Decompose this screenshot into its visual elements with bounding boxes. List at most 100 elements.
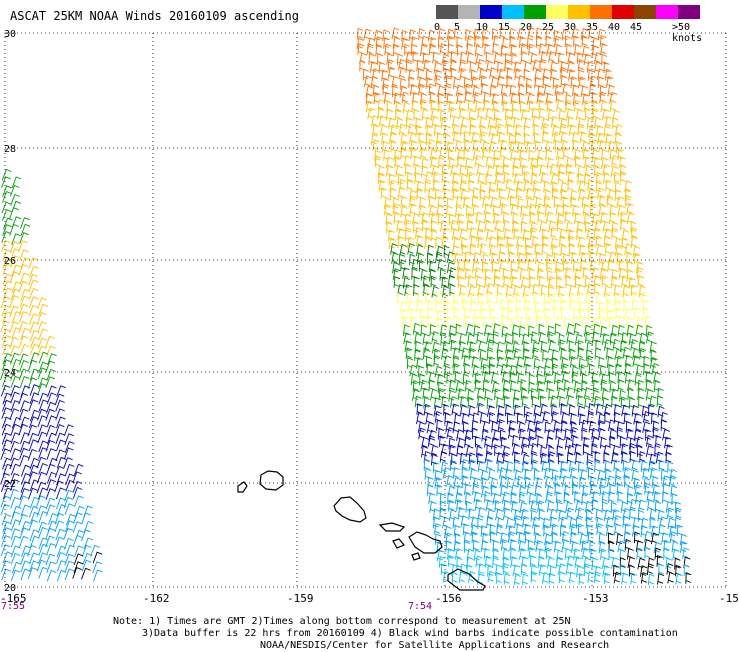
wind-barb xyxy=(628,397,636,409)
wind-barb xyxy=(468,570,476,583)
lon-label: -159 xyxy=(287,592,314,605)
wind-barb xyxy=(0,495,11,508)
wind-barb xyxy=(484,555,492,568)
wind-barb xyxy=(546,500,555,513)
wind-barb xyxy=(457,437,465,450)
wind-barb xyxy=(523,133,531,146)
molokai-island xyxy=(378,522,406,532)
wind-barb xyxy=(416,252,425,265)
wind-barb xyxy=(617,324,625,337)
wind-barb xyxy=(486,508,495,521)
wind-barb xyxy=(477,58,485,71)
wind-barb xyxy=(561,475,570,488)
wind-barb xyxy=(425,124,433,137)
wind-barb xyxy=(509,27,516,40)
wind-barb xyxy=(420,98,428,111)
wind-barb xyxy=(55,487,66,500)
wind-barb xyxy=(675,572,683,585)
wind-barb xyxy=(10,391,20,404)
wind-barb xyxy=(637,275,645,288)
wind-barb xyxy=(427,29,436,42)
wind-barb xyxy=(65,473,75,486)
wind-barb xyxy=(54,536,65,549)
wind-barb xyxy=(0,448,11,461)
wind-barb xyxy=(18,392,28,405)
wind-barb xyxy=(54,465,65,478)
wind-barb xyxy=(439,507,446,520)
wind-barb xyxy=(503,228,511,241)
wind-barb xyxy=(551,532,558,545)
wind-barb xyxy=(481,147,490,160)
wind-barb xyxy=(556,156,564,169)
wind-barb xyxy=(463,139,471,152)
wind-barb xyxy=(46,479,56,491)
wind-barb xyxy=(591,427,599,440)
lat-label: 28 xyxy=(4,144,16,155)
wind-barb xyxy=(1,305,11,317)
wind-barb xyxy=(523,291,532,304)
wind-barb xyxy=(430,444,439,457)
wind-barb xyxy=(440,220,448,232)
wind-barb xyxy=(572,308,581,320)
wind-barb xyxy=(545,436,554,448)
wind-barb xyxy=(589,205,596,217)
wind-barb xyxy=(81,559,92,572)
wind-barb xyxy=(536,267,544,280)
wind-barb xyxy=(454,492,463,504)
wind-barb xyxy=(604,115,613,128)
wind-barb xyxy=(594,219,603,232)
wind-barb xyxy=(72,521,83,534)
wind-barb xyxy=(621,572,629,585)
wind-barb xyxy=(603,285,612,298)
wind-barb xyxy=(502,379,510,392)
wind-barb xyxy=(589,259,597,272)
wind-barb xyxy=(56,416,66,429)
wind-barb xyxy=(566,323,574,335)
wind-barb xyxy=(605,291,613,304)
wind-barb xyxy=(456,213,465,225)
wind-barb xyxy=(583,324,592,337)
wind-barb xyxy=(496,356,505,369)
wind-barb xyxy=(542,410,551,423)
wind-barb xyxy=(611,395,618,408)
wind-barb xyxy=(575,452,582,465)
wind-barb xyxy=(595,403,604,416)
wind-barb xyxy=(564,548,572,560)
wind-barb xyxy=(446,475,454,487)
wind-barb xyxy=(494,444,501,456)
wind-barb xyxy=(412,51,419,63)
wind-barb xyxy=(520,378,527,391)
wind-barb xyxy=(441,276,448,289)
wind-barb xyxy=(20,481,31,493)
wind-barb xyxy=(646,325,653,337)
wind-barb xyxy=(506,236,513,248)
wind-barb xyxy=(637,396,645,409)
wind-barb xyxy=(592,156,601,169)
wind-barb xyxy=(582,203,590,216)
wind-barb xyxy=(461,475,469,487)
wind-barb xyxy=(499,485,508,497)
wind-barb xyxy=(65,544,76,557)
wind-barb xyxy=(548,572,555,585)
wind-barb xyxy=(629,450,636,463)
wind-barb xyxy=(559,235,566,247)
wind-barb xyxy=(0,384,11,397)
wind-barb xyxy=(547,109,555,121)
wind-barb xyxy=(459,51,467,64)
wind-barb xyxy=(499,476,508,488)
wind-barb xyxy=(400,140,409,153)
wind-barb xyxy=(452,123,460,136)
wind-barb xyxy=(29,479,40,492)
wind-barb xyxy=(415,234,424,247)
wind-barb xyxy=(74,529,85,542)
wind-barb xyxy=(559,468,568,480)
wind-barb xyxy=(579,476,586,489)
wind-barb xyxy=(505,517,514,530)
wind-barb xyxy=(56,569,67,582)
wind-barb xyxy=(46,471,57,484)
wind-barb xyxy=(73,463,84,476)
wind-barb xyxy=(419,140,427,153)
wind-barb xyxy=(372,84,380,97)
wind-barb xyxy=(545,547,553,560)
wind-barb xyxy=(434,469,442,482)
